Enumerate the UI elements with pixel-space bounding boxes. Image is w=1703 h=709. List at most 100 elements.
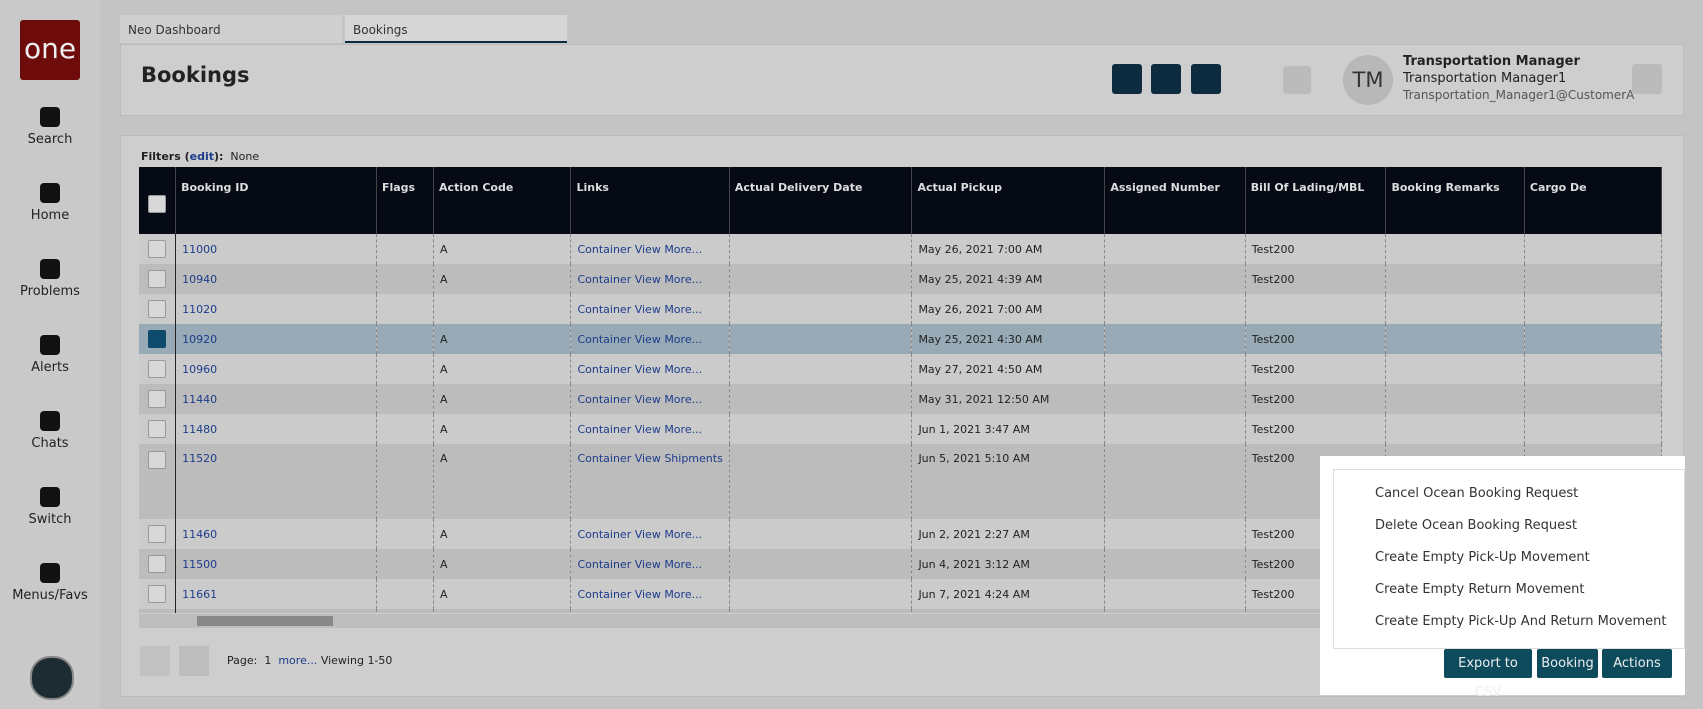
nav-icon — [40, 563, 60, 583]
user-dropdown[interactable] — [1632, 64, 1662, 94]
grid-cell[interactable]: Container View More... — [570, 294, 730, 324]
checkbox[interactable] — [148, 195, 167, 213]
grid-cell[interactable]: 11520 — [175, 444, 377, 519]
checkbox[interactable] — [148, 555, 167, 573]
grid-cell: A — [433, 324, 572, 354]
checkbox[interactable] — [148, 451, 167, 469]
more-pages[interactable]: more... — [278, 654, 318, 667]
grid-row: 10920 A Container View More... May 25, 2021… — [139, 324, 1662, 354]
grid-cell: Test200 — [1245, 264, 1387, 294]
tab[interactable]: Neo Dashboard — [120, 15, 342, 43]
nav-item[interactable]: Menus/Favs — [0, 560, 100, 603]
menu-item[interactable]: Create Empty Pick-Up Movement — [1375, 550, 1590, 565]
grid-cell[interactable]: 11020 — [175, 294, 377, 324]
grid-cell[interactable]: Container View More... — [570, 549, 730, 579]
grid-cell[interactable]: Container View More... — [570, 579, 730, 609]
checkbox[interactable] — [148, 240, 167, 258]
logo[interactable]: one — [20, 20, 80, 80]
checkbox[interactable] — [148, 270, 167, 288]
grid-cell[interactable]: Container View More... — [570, 384, 730, 414]
column-header[interactable]: Assigned Number — [1104, 167, 1246, 234]
grid-cell[interactable]: Container View Shipments — [570, 444, 730, 519]
column-header[interactable]: Flags — [376, 167, 435, 234]
grid-cell — [376, 324, 435, 354]
select-cell — [139, 384, 177, 414]
grid-cell — [1245, 294, 1387, 324]
menu-item[interactable]: Create Empty Return Movement — [1375, 582, 1585, 597]
grid-cell — [376, 579, 435, 609]
grid-cell — [1385, 324, 1525, 354]
menu-item[interactable]: Cancel Ocean Booking Request — [1375, 486, 1579, 501]
grid-cell[interactable]: 10920 — [175, 324, 377, 354]
filters-edit[interactable]: edit — [189, 150, 214, 163]
column-header[interactable]: Action Code — [433, 167, 572, 234]
next-page[interactable] — [179, 646, 209, 676]
checkbox[interactable] — [148, 330, 167, 348]
checkbox[interactable] — [148, 390, 167, 408]
prev-page[interactable] — [140, 646, 170, 676]
column-header[interactable]: Booking Remarks — [1385, 167, 1525, 234]
h-scroll-thumb[interactable] — [197, 616, 333, 626]
grid-cell[interactable]: 11440 — [175, 384, 377, 414]
grid-cell[interactable]: 11460 — [175, 519, 377, 549]
checkbox[interactable] — [148, 525, 167, 543]
grid-cell[interactable]: 11000 — [175, 234, 377, 264]
grid-cell — [1385, 294, 1525, 324]
grid-cell — [729, 384, 913, 414]
grid-cell[interactable]: Container View More... — [570, 264, 730, 294]
grid-cell — [1385, 414, 1525, 444]
grid-cell[interactable]: Container View More... — [570, 354, 730, 384]
checkbox[interactable] — [148, 420, 167, 438]
nav-item[interactable]: Problems — [0, 256, 100, 299]
menu-item[interactable]: Delete Ocean Booking Request — [1375, 518, 1577, 533]
column-header[interactable]: Bill Of Lading/MBL — [1245, 167, 1387, 234]
nav-item[interactable]: Switch — [0, 484, 100, 527]
grid-cell[interactable]: 11500 — [175, 549, 377, 579]
checkbox[interactable] — [148, 585, 167, 603]
grid-cell — [376, 609, 435, 613]
grid-cell[interactable]: 11480 — [175, 414, 377, 444]
nav-item[interactable]: Chats — [0, 408, 100, 451]
checkbox[interactable] — [148, 300, 167, 318]
menu-button[interactable] — [1283, 66, 1311, 94]
page-label: Page: — [227, 654, 258, 667]
checkbox[interactable] — [148, 360, 167, 378]
select-cell — [139, 414, 177, 444]
nav-item[interactable]: Home — [0, 180, 100, 223]
nav-item[interactable]: Alerts — [0, 332, 100, 375]
column-header[interactable]: Cargo De — [1524, 167, 1662, 234]
grid-cell[interactable]: 10940 — [175, 264, 377, 294]
select-cell — [139, 294, 177, 324]
grid-cell[interactable]: 11662 — [175, 609, 377, 613]
grid-cell — [376, 444, 435, 519]
select-cell — [139, 444, 177, 519]
grid-cell[interactable]: Container View More... — [570, 414, 730, 444]
tab[interactable]: Bookings — [345, 15, 567, 43]
action-button[interactable]: Actions — [1602, 649, 1672, 678]
grid-cell — [1104, 324, 1246, 354]
close-button[interactable] — [1191, 64, 1221, 94]
action-button[interactable]: Booking — [1537, 649, 1598, 678]
grid-cell: May 26, 2021 7:00 AM — [911, 234, 1106, 264]
column-header[interactable]: Booking ID — [175, 167, 377, 234]
favorite-button[interactable] — [1112, 64, 1142, 94]
column-header[interactable]: Actual Pickup — [911, 167, 1106, 234]
menu-item[interactable]: Create Empty Pick-Up And Return Movement — [1375, 614, 1667, 629]
action-button[interactable]: Export to CSV — [1444, 649, 1532, 700]
nav-item[interactable]: Search — [0, 104, 100, 147]
grid-cell — [1104, 354, 1246, 384]
grid-cell[interactable]: Container View More... — [570, 324, 730, 354]
refresh-button[interactable] — [1151, 64, 1181, 94]
grid-cell — [729, 324, 913, 354]
column-header[interactable]: Links — [570, 167, 730, 234]
grid-cell — [1104, 609, 1246, 613]
grid-cell[interactable]: Container View More... — [570, 609, 730, 613]
column-header[interactable]: Actual Delivery Date — [729, 167, 913, 234]
grid-cell[interactable]: Container View More... — [570, 234, 730, 264]
profile-icon[interactable] — [30, 656, 74, 700]
grid-cell[interactable]: 10960 — [175, 354, 377, 384]
grid-cell[interactable]: Container View More... — [570, 519, 730, 549]
grid-cell[interactable]: 11661 — [175, 579, 377, 609]
grid-cell — [1104, 294, 1246, 324]
grid-cell: A — [433, 444, 572, 519]
